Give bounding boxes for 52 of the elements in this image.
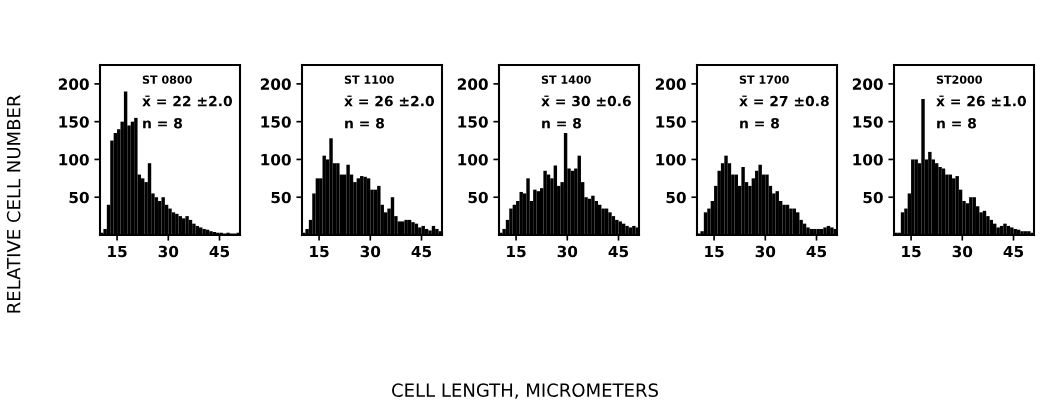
y-tick-label: 50 — [863, 191, 883, 204]
y-tick-label: 100 — [261, 153, 291, 166]
y-tick-label: 200 — [457, 78, 488, 90]
annotation: n = 8 — [345, 117, 384, 129]
x-tick-label: 45 — [806, 245, 827, 258]
y-tick-label: 100 — [458, 153, 488, 166]
y-tick-label: 150 — [853, 116, 883, 128]
y-tick-label: 100 — [59, 153, 89, 166]
annotation: n = 8 — [937, 117, 976, 129]
y-tick-label: 50 — [666, 191, 686, 204]
y-tick-label: 200 — [852, 78, 883, 90]
annotation: ST 1700 — [739, 75, 789, 84]
annotation: n = 8 — [740, 117, 779, 129]
x-tick-label: 45 — [209, 245, 230, 258]
annotation: ST 1400 — [541, 75, 591, 84]
x-tick-label: 15 — [705, 245, 724, 258]
y-tick-label: 150 — [458, 116, 488, 128]
y-tick-label: 100 — [853, 153, 883, 166]
y-tick-label: 50 — [69, 191, 89, 204]
annotation: x̄ = 26 ±1.0 — [936, 95, 1027, 107]
y-tick-label: 50 — [468, 191, 488, 204]
y-tick-label: 200 — [58, 78, 89, 90]
y-tick-label: 150 — [59, 116, 89, 128]
annotation: ST2000 — [936, 75, 982, 84]
annotation: ST 0800 — [142, 75, 192, 84]
y-axis-title: RELATIVE CELL NUMBER — [6, 95, 21, 313]
x-tick-label: 30 — [755, 245, 776, 258]
y-tick-label: 50 — [271, 191, 291, 204]
annotation: n = 8 — [143, 117, 182, 129]
annotation: x̄ = 27 ±0.8 — [739, 95, 829, 107]
y-tick-label: 200 — [655, 78, 686, 90]
x-tick-label: 45 — [608, 245, 629, 258]
annotation: x̄ = 30 ±0.6 — [541, 95, 631, 107]
y-tick-label: 100 — [656, 153, 686, 166]
x-tick-label: 15 — [310, 245, 329, 258]
annotation: x̄ = 26 ±2.0 — [344, 95, 435, 107]
annotation: n = 8 — [542, 117, 581, 129]
x-tick-label: 15 — [108, 245, 127, 258]
x-tick-label: 45 — [411, 245, 432, 258]
x-tick-label: 30 — [360, 245, 381, 258]
annotation: ST 1100 — [344, 75, 394, 84]
x-tick-label: 30 — [158, 245, 179, 258]
x-axis-title: CELL LENGTH, MICROMETERS — [392, 383, 658, 399]
annotation: x̄ = 22 ±2.0 — [142, 95, 233, 107]
x-tick-label: 15 — [507, 245, 526, 258]
x-tick-label: 15 — [902, 245, 921, 258]
y-tick-label: 150 — [656, 116, 686, 128]
y-tick-label: 150 — [261, 116, 291, 128]
x-tick-label: 30 — [557, 245, 578, 258]
x-tick-label: 30 — [952, 245, 973, 258]
y-tick-label: 200 — [260, 78, 291, 90]
x-tick-label: 45 — [1003, 245, 1024, 258]
